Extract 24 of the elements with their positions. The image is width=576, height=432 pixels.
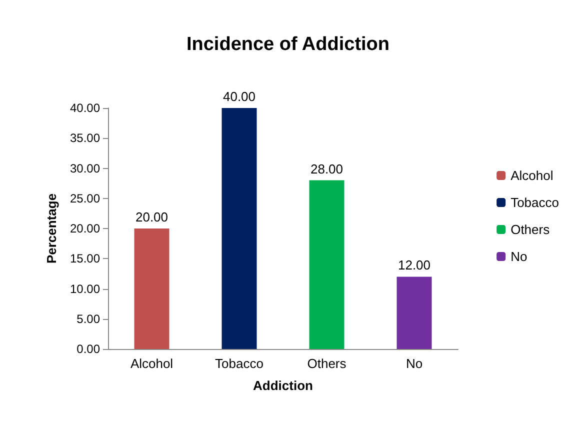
- legend-label: Others: [510, 222, 550, 237]
- x-axis-title: Addiction: [253, 378, 314, 393]
- y-tick-label: 0.00: [76, 342, 100, 356]
- y-axis-title: Percentage: [44, 193, 59, 264]
- chart-title: Incidence of Addiction: [186, 34, 390, 55]
- y-tick-label: 35.00: [70, 131, 100, 146]
- x-tick-label: Alcohol: [130, 356, 174, 371]
- data-label: 28.00: [310, 161, 344, 176]
- x-tick-label: Tobacco: [215, 356, 264, 371]
- y-tick-label: 5.00: [76, 312, 100, 326]
- y-tick-label: 40.00: [70, 101, 100, 115]
- y-tick-label: 10.00: [70, 282, 100, 296]
- y-tick-label: 15.00: [70, 252, 100, 266]
- x-tick-label: No: [406, 356, 423, 371]
- data-label: 20.00: [135, 210, 168, 224]
- y-tick-label: 25.00: [70, 191, 100, 206]
- y-tick-label: 20.00: [70, 222, 100, 236]
- x-tick-label: Others: [307, 356, 347, 371]
- legend-label: No: [510, 249, 528, 264]
- data-label: 12.00: [398, 258, 431, 273]
- legend-label: Alcohol: [510, 168, 554, 183]
- legend-label: Tobacco: [510, 195, 559, 210]
- y-tick-label: 30.00: [70, 161, 100, 176]
- data-label: 40.00: [222, 89, 256, 104]
